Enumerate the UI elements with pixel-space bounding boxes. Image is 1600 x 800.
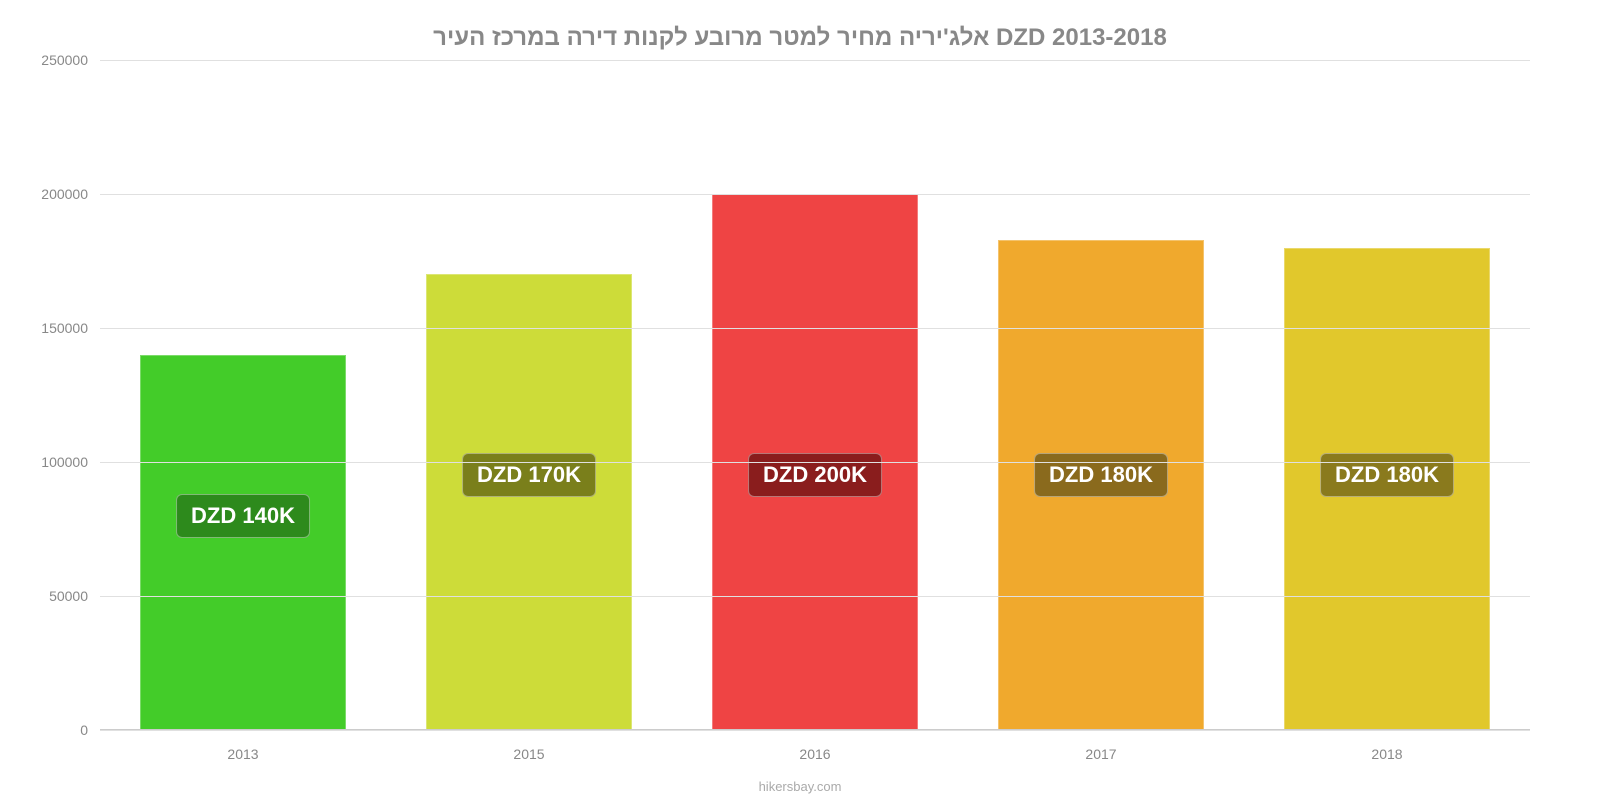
bar-value-label: DZD 200K [748, 453, 882, 497]
y-tick-label: 250000 [41, 52, 88, 68]
y-axis: 050000100000150000200000250000 [0, 60, 100, 730]
y-tick-label: 150000 [41, 320, 88, 336]
grid-line [100, 596, 1530, 597]
bars-group: DZD 140K DZD 170K DZD 200K DZD 180K DZD 180K [100, 60, 1530, 730]
bar-value-label: DZD 180K [1320, 453, 1454, 497]
x-axis: 2013 2015 2016 2017 2018 [100, 740, 1530, 770]
grid-line [100, 328, 1530, 329]
bar [140, 355, 346, 730]
y-tick-label: 50000 [49, 588, 88, 604]
bar-value-label: DZD 140K [176, 494, 310, 538]
x-tick-label: 2017 [1085, 746, 1116, 762]
grid-line [100, 194, 1530, 195]
y-tick-label: 0 [80, 722, 88, 738]
grid-line [100, 462, 1530, 463]
grid-line [100, 60, 1530, 61]
x-tick-label: 2015 [513, 746, 544, 762]
bar [426, 274, 632, 730]
grid-line [100, 730, 1530, 731]
chart-title: אלג'יריה מחיר למטר מרובע לקנות דירה במרכ… [0, 0, 1600, 52]
x-tick-label: 2013 [227, 746, 258, 762]
plot-area: DZD 140K DZD 170K DZD 200K DZD 180K DZD 180K [100, 60, 1530, 730]
source-label: hikersbay.com [0, 779, 1600, 794]
bar-value-label: DZD 180K [1034, 453, 1168, 497]
x-tick-label: 2016 [799, 746, 830, 762]
x-tick-label: 2018 [1371, 746, 1402, 762]
chart-container: אלג'יריה מחיר למטר מרובע לקנות דירה במרכ… [0, 0, 1600, 800]
y-tick-label: 200000 [41, 186, 88, 202]
bar-value-label: DZD 170K [462, 453, 596, 497]
y-tick-label: 100000 [41, 454, 88, 470]
